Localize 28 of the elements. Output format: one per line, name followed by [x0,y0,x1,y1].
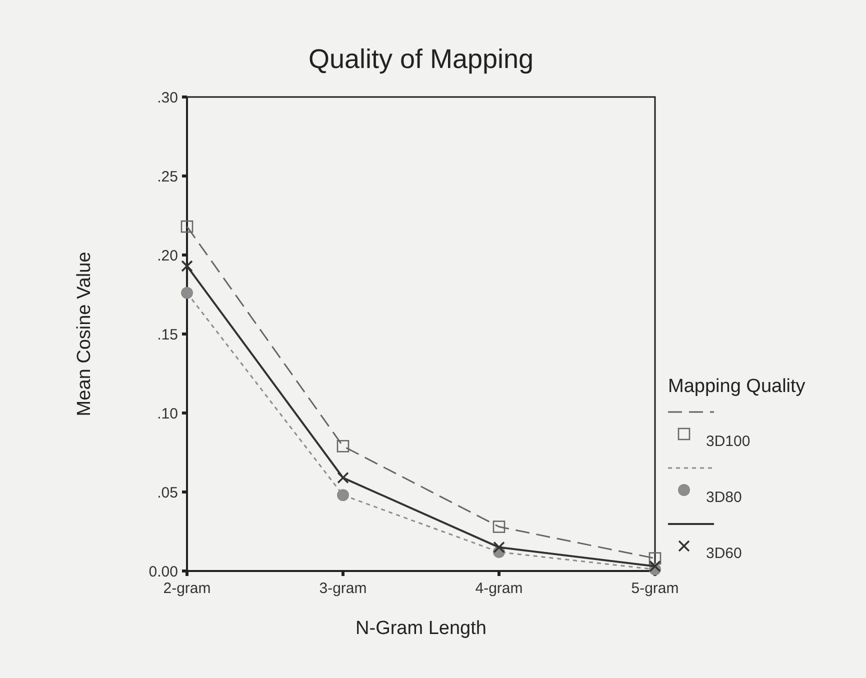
y-tick-label: .10 [157,405,178,422]
point [492,520,506,533]
legend-label: 3D80 [706,489,742,506]
legend-label: 3D60 [706,545,742,562]
point [649,560,661,572]
y-tick-label: .30 [157,89,178,106]
legend-label: 3D100 [706,433,750,450]
point [648,552,662,565]
point [181,260,193,272]
chart-title: Quality of Mapping [308,44,534,74]
point [336,440,350,452]
point [337,472,349,484]
legend-title: Mapping Quality [668,376,806,397]
x-tick-label: 3-gram [319,580,367,597]
point [181,286,193,299]
x-tick-label: 2-gram [163,580,211,597]
y-tick-label: .25 [157,168,178,186]
point [493,541,505,554]
y-axis-title: Mean Cosine Value [74,252,95,416]
y-tick-label: .15 [157,326,178,344]
x-tick-label: 4-gram [475,580,523,597]
y-tick-label: .20 [157,247,178,264]
x-tick-label: 5-gram [631,580,679,597]
point [337,489,349,502]
y-tick-label: 0.00 [148,563,178,580]
x-axis-title: N-Gram Length [356,618,486,639]
point [180,220,194,233]
y-tick-label: .05 [157,484,178,502]
